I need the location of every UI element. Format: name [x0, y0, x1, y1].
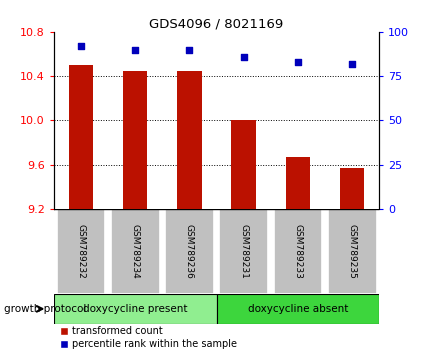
Point: [77, 43, 84, 49]
Bar: [56, 209, 105, 294]
Bar: [165, 209, 213, 294]
Text: doxycycline present: doxycycline present: [83, 304, 187, 314]
Point: [294, 59, 301, 65]
Bar: [327, 209, 376, 294]
Point: [132, 47, 138, 52]
Text: GSM789233: GSM789233: [293, 224, 302, 279]
Legend: transformed count, percentile rank within the sample: transformed count, percentile rank withi…: [58, 326, 237, 349]
Bar: [123, 70, 147, 209]
Bar: [231, 120, 255, 209]
Text: GSM789232: GSM789232: [76, 224, 85, 279]
Bar: [54, 294, 216, 324]
Point: [186, 47, 193, 52]
Text: GSM789236: GSM789236: [184, 224, 194, 279]
Bar: [339, 168, 363, 209]
Text: GSM789235: GSM789235: [347, 224, 356, 279]
Text: GSM789234: GSM789234: [130, 224, 139, 279]
Title: GDS4096 / 8021169: GDS4096 / 8021169: [149, 18, 283, 31]
Bar: [285, 157, 310, 209]
Text: doxycycline absent: doxycycline absent: [247, 304, 347, 314]
Bar: [69, 65, 93, 209]
Bar: [111, 209, 159, 294]
Bar: [216, 294, 378, 324]
Point: [240, 54, 246, 59]
Text: GSM789231: GSM789231: [239, 224, 248, 279]
Point: [348, 61, 355, 67]
Text: growth protocol: growth protocol: [4, 304, 86, 314]
Bar: [177, 70, 201, 209]
Bar: [219, 209, 267, 294]
Bar: [273, 209, 322, 294]
